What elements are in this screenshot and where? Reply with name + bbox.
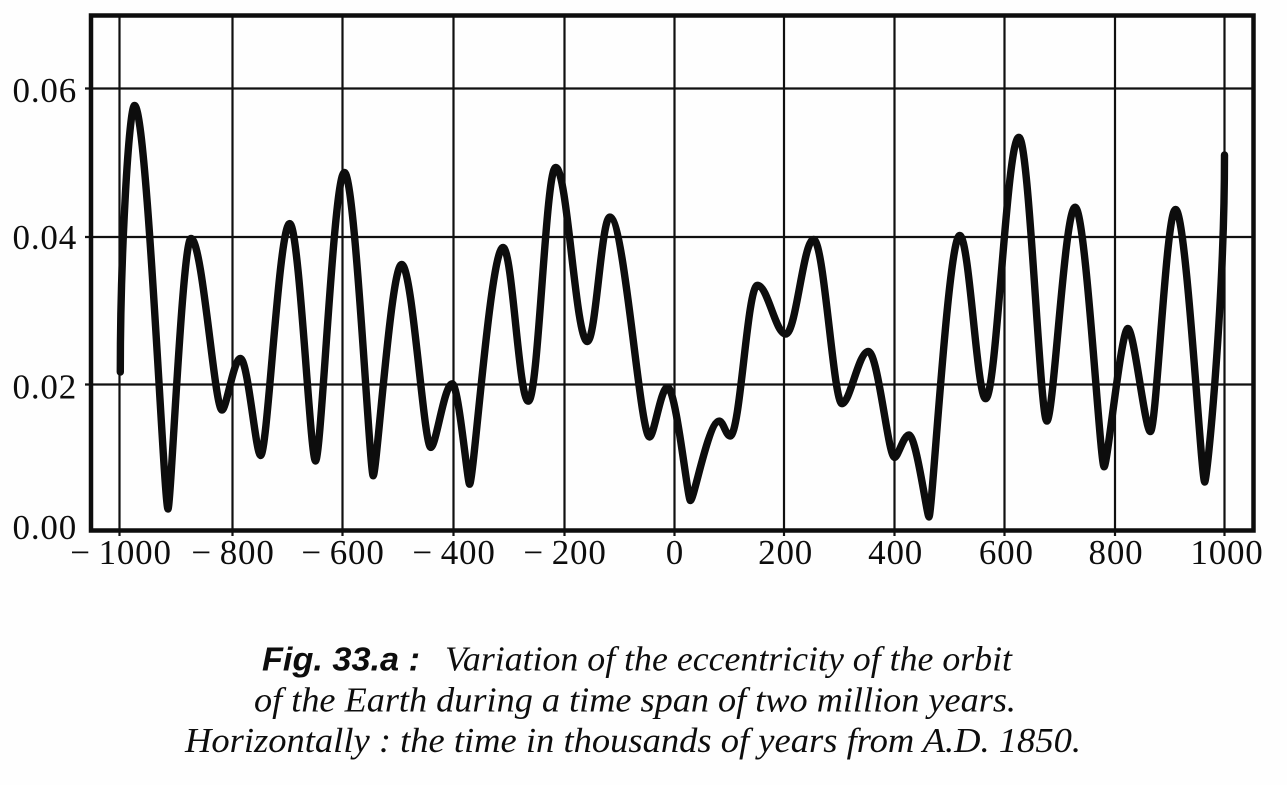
svg-text:Fig. 33.a :: Fig. 33.a : — [262, 641, 420, 678]
svg-text:0.04: 0.04 — [13, 218, 77, 257]
svg-text:Variation of the eccentricity: Variation of the eccentricity of the orb… — [445, 640, 1013, 679]
svg-text:200: 200 — [758, 533, 813, 572]
svg-text:− 400: − 400 — [412, 533, 495, 572]
svg-text:800: 800 — [1089, 533, 1144, 572]
svg-text:− 800: − 800 — [191, 533, 274, 572]
svg-text:− 200: − 200 — [523, 533, 606, 572]
svg-text:0.02: 0.02 — [13, 368, 77, 407]
svg-text:− 1000: − 1000 — [70, 533, 172, 572]
svg-text:Horizontally : the time in tho: Horizontally : the time in thousands of … — [184, 721, 1081, 760]
svg-text:0.00: 0.00 — [13, 508, 77, 547]
svg-text:0.06: 0.06 — [13, 71, 77, 110]
svg-text:− 600: − 600 — [301, 533, 384, 572]
svg-text:of the Earth during a time spa: of the Earth during a time span of two m… — [254, 681, 1016, 720]
svg-text:400: 400 — [868, 533, 923, 572]
svg-text:1000: 1000 — [1190, 533, 1263, 572]
svg-text:0: 0 — [666, 533, 684, 572]
svg-text:600: 600 — [979, 533, 1034, 572]
